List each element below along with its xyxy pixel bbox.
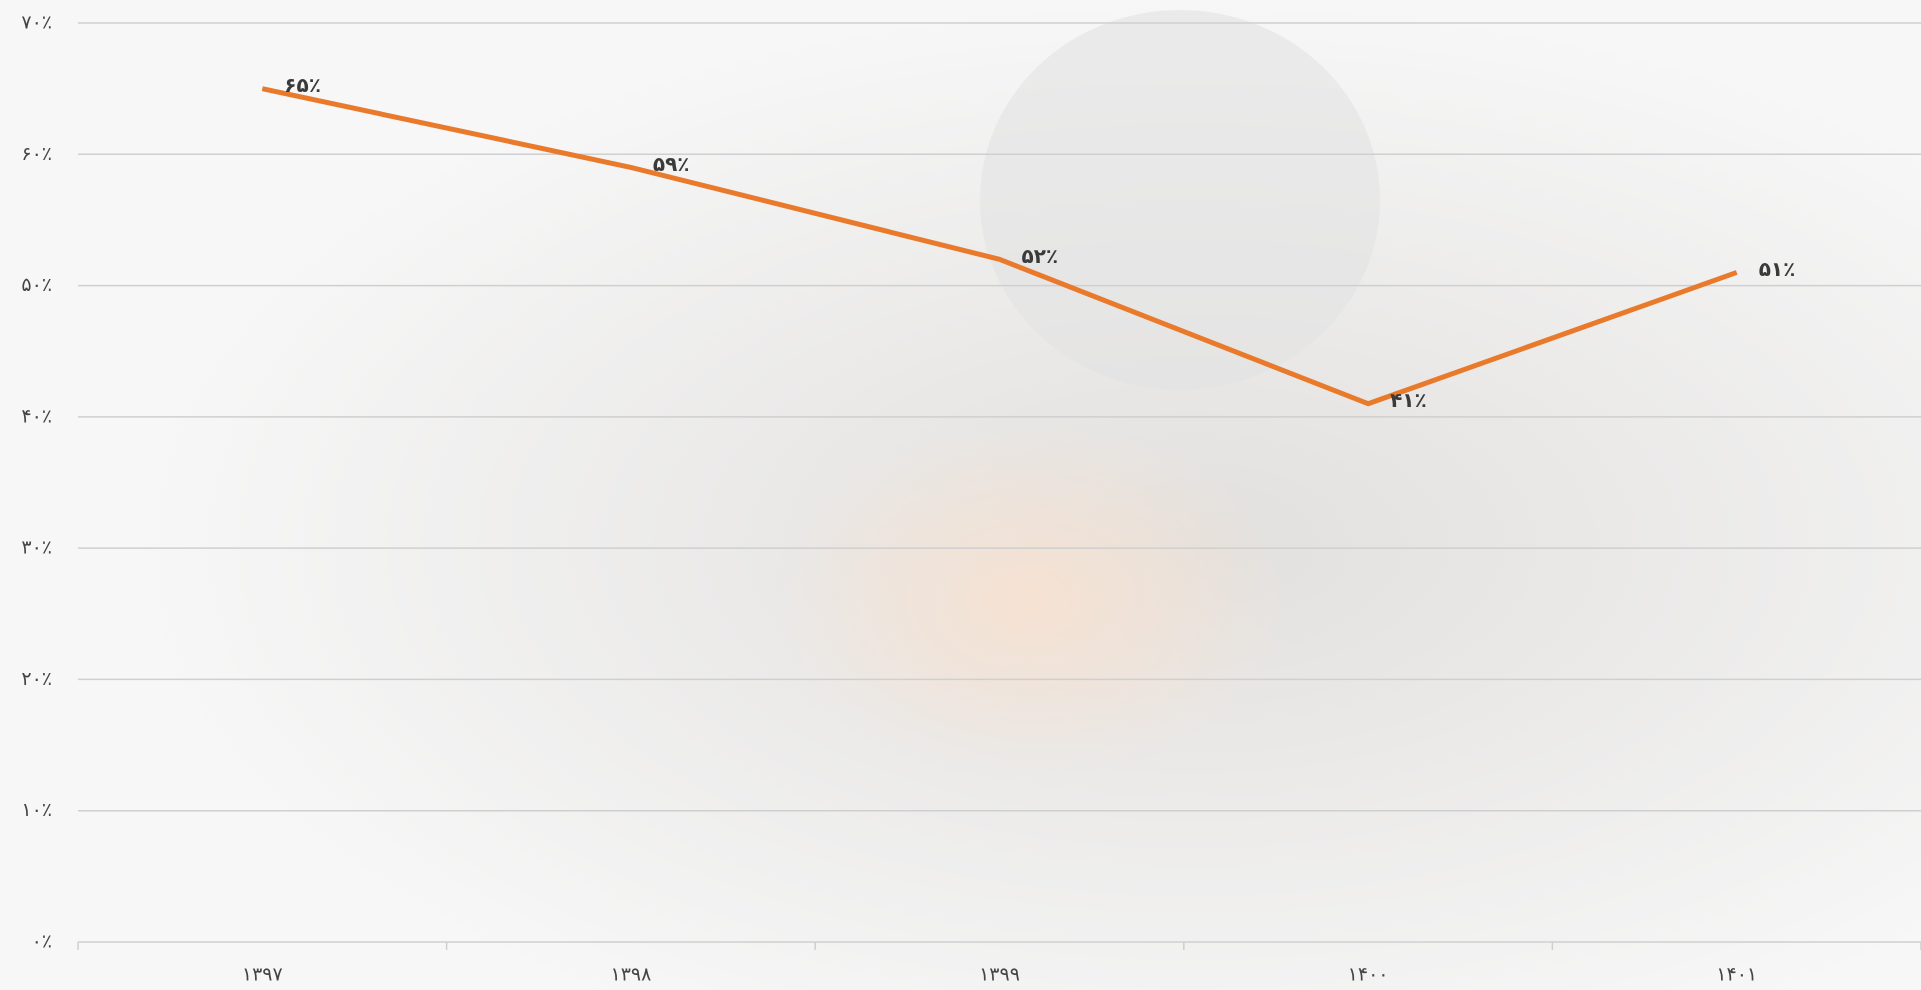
y-tick-label: ۴۰٪ xyxy=(21,405,52,427)
data-label: ۵۱٪ xyxy=(1759,257,1796,281)
data-label: ۶۵٪ xyxy=(284,73,321,97)
data-label: ۵۲٪ xyxy=(1022,244,1059,268)
background-glow xyxy=(770,420,1290,780)
data-label: ۴۱٪ xyxy=(1390,388,1427,412)
x-tick-label: ۱۳۹۷ xyxy=(242,964,283,986)
y-tick-label: ۶۰٪ xyxy=(21,143,52,165)
y-tick-label: ۱۰٪ xyxy=(21,799,52,821)
page-body: {"chart_data": {"type": "line", "categor… xyxy=(0,0,1921,990)
x-tick-label: ۱۳۹۸ xyxy=(610,964,651,986)
y-tick-label: ۲۰٪ xyxy=(21,668,52,690)
data-label: ۵۹٪ xyxy=(653,152,690,176)
x-tick-label: ۱۴۰۱ xyxy=(1716,964,1757,986)
background-shape xyxy=(980,10,1380,390)
chart: ۰٪ ۱۰٪ ۲۰٪ ۳۰٪ ۴۰٪ ۵۰٪ ۶۰٪ ۷۰٪ ۱۳۹۷ ۶۵٪ ۱۳۹۸ ۵۹٪ ۱۳۹… xyxy=(0,0,1921,990)
y-tick-label: ۳۰٪ xyxy=(21,537,52,559)
y-tick-label: ۰٪ xyxy=(32,931,52,953)
x-tick-label: ۱۴۰۰ xyxy=(1348,964,1389,986)
page: Chart html, body { margin: 0; padding: 0… xyxy=(0,0,1921,990)
x-tick-label: ۱۳۹۹ xyxy=(979,964,1020,986)
y-tick-label: ۵۰٪ xyxy=(21,274,52,296)
y-tick-label: ۷۰٪ xyxy=(21,12,52,34)
